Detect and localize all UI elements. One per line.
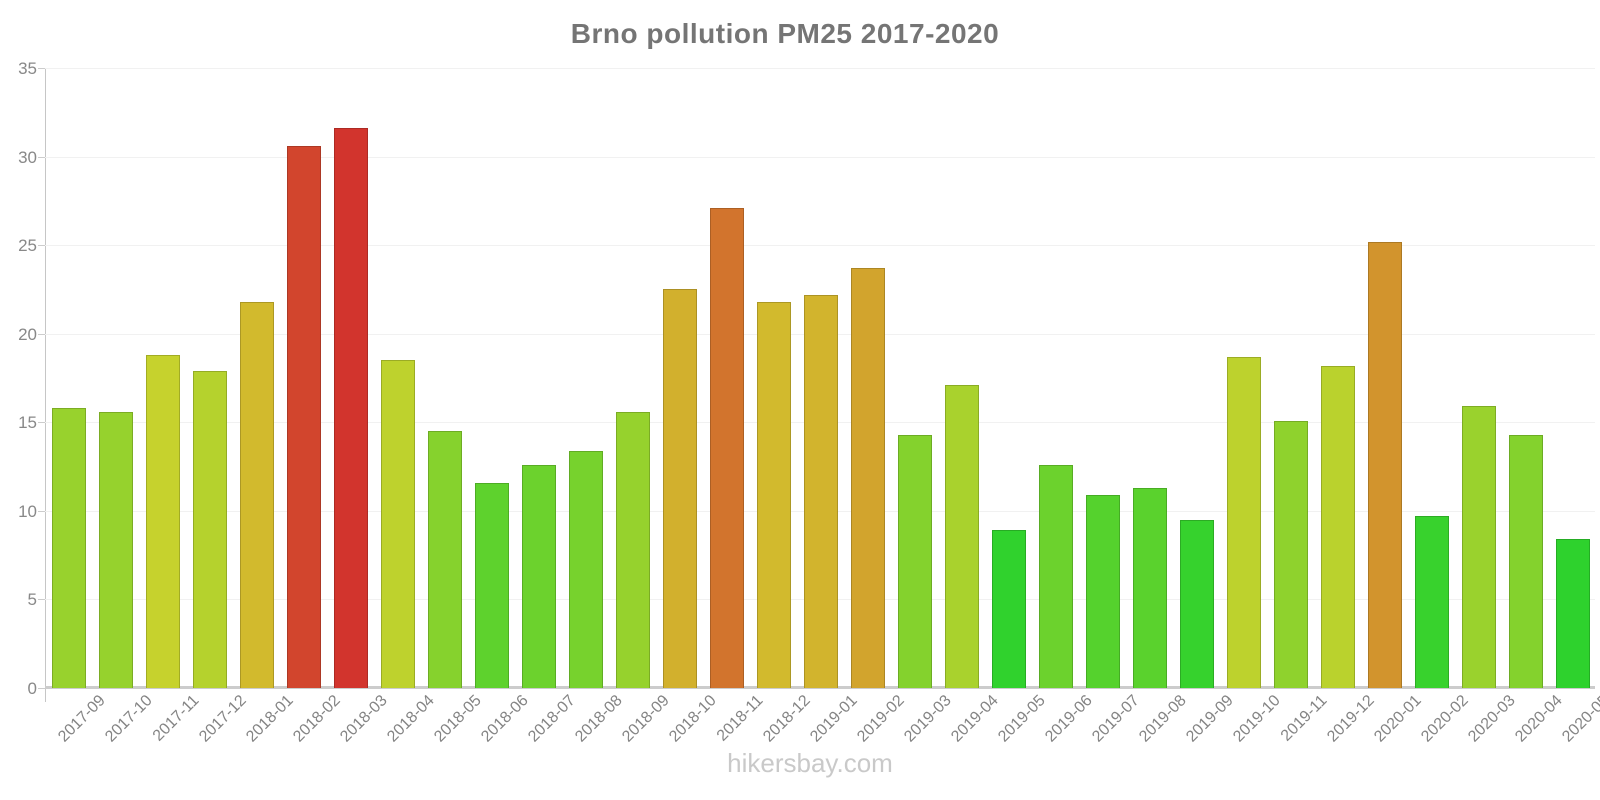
chart-title: Brno pollution PM25 2017-2020: [570, 18, 1000, 49]
x-tick-label-2019-04: 2019-04: [948, 692, 1003, 746]
gridline-35: [45, 68, 1595, 69]
bar-2019-08[interactable]: [1133, 487, 1167, 688]
x-tick-label-2018-11: 2018-11: [714, 692, 768, 745]
x-tick-label-2020-01: 2020-01: [1371, 692, 1426, 746]
x-tick-label-2018-09: 2018-09: [619, 692, 674, 746]
bar-2018-03[interactable]: [334, 128, 368, 688]
x-tick-label-2019-01: 2019-01: [807, 692, 862, 746]
x-tick-label-2020-03: 2020-03: [1465, 692, 1520, 746]
bar-2019-02[interactable]: [851, 268, 885, 688]
y-tick-label-25: 25: [18, 236, 37, 256]
bar-2018-04[interactable]: [381, 360, 415, 688]
bar-2017-12[interactable]: [193, 370, 227, 688]
y-tick-label-30: 30: [18, 147, 37, 167]
y-tick-label-15: 15: [18, 413, 37, 433]
bar-2018-05[interactable]: [428, 431, 462, 688]
x-tick-label-2017-09: 2017-09: [55, 692, 110, 746]
x-tick-label-2019-08: 2019-08: [1136, 692, 1191, 746]
bar-2020-01[interactable]: [1368, 241, 1402, 688]
x-tick-label-2019-10: 2019-10: [1230, 692, 1285, 746]
bar-2018-08[interactable]: [569, 450, 603, 688]
bar-2018-11[interactable]: [710, 207, 744, 688]
bar-2019-12[interactable]: [1321, 365, 1355, 688]
x-tick-label-2020-05: 2020-05: [1559, 692, 1600, 746]
bar-2019-01[interactable]: [804, 294, 838, 688]
bar-2018-01[interactable]: [240, 301, 274, 688]
y-tick-label-35: 35: [18, 59, 37, 78]
x-tick-label-2019-07: 2019-07: [1089, 692, 1144, 746]
y-axis-tick: [38, 156, 45, 158]
bar-2019-04[interactable]: [945, 385, 979, 688]
bar-2020-05[interactable]: [1556, 539, 1590, 688]
x-tick-label-2018-04: 2018-04: [384, 692, 439, 746]
bar-2020-02[interactable]: [1415, 516, 1449, 688]
x-tick-label-2018-01: 2018-01: [243, 692, 298, 746]
bar-2018-10[interactable]: [663, 289, 697, 688]
x-tick-label-2018-10: 2018-10: [666, 692, 721, 746]
x-tick-label-2018-12: 2018-12: [760, 692, 815, 746]
x-tick-label-2020-02: 2020-02: [1418, 692, 1473, 746]
x-tick-label-2019-03: 2019-03: [901, 692, 956, 746]
y-axis-tick: [38, 68, 45, 69]
y-tick-label-5: 5: [27, 590, 37, 610]
y-axis-tick: [38, 333, 45, 335]
bar-2019-05[interactable]: [992, 530, 1026, 688]
y-axis-tick: [38, 688, 45, 689]
x-tick-label-2019-11: 2019-11: [1278, 692, 1332, 745]
bar-2017-09[interactable]: [52, 408, 86, 688]
bar-2019-07[interactable]: [1086, 494, 1120, 688]
bar-2020-04[interactable]: [1509, 434, 1543, 688]
x-tick-label-2019-09: 2019-09: [1183, 692, 1238, 746]
y-axis-tick: [38, 422, 45, 424]
x-tick-label-2018-06: 2018-06: [478, 692, 533, 746]
y-axis-tick: [38, 245, 45, 247]
bar-2017-10[interactable]: [99, 411, 133, 688]
bar-2019-09[interactable]: [1180, 519, 1214, 688]
x-tick-label-2017-12: 2017-12: [196, 692, 251, 746]
x-tick-label-2018-02: 2018-02: [290, 692, 345, 746]
y-tick-label-20: 20: [18, 324, 37, 344]
y-tick-label-0: 0: [27, 679, 37, 698]
y-tick-label-10: 10: [18, 501, 37, 521]
x-tick-label-2020-04: 2020-04: [1512, 692, 1567, 746]
y-axis-tick: [38, 510, 45, 512]
bar-2018-07[interactable]: [522, 464, 556, 688]
x-tick-label-2017-11: 2017-11: [150, 692, 204, 745]
x-tick-label-2018-07: 2018-07: [525, 692, 580, 746]
bar-2020-03[interactable]: [1462, 406, 1496, 688]
bar-2019-06[interactable]: [1039, 464, 1073, 688]
x-tick-label-2019-02: 2019-02: [854, 692, 909, 746]
bar-2018-02[interactable]: [287, 145, 321, 688]
bar-2018-06[interactable]: [475, 482, 509, 688]
x-tick-label-2018-05: 2018-05: [431, 692, 486, 746]
bar-2019-10[interactable]: [1227, 356, 1261, 688]
x-tick-label-2019-06: 2019-06: [1042, 692, 1097, 746]
bar-2017-11[interactable]: [146, 354, 180, 688]
bar-2018-12[interactable]: [757, 301, 791, 688]
gridline-30: [45, 156, 1595, 158]
x-tick-label-2018-03: 2018-03: [337, 692, 392, 746]
bar-2019-03[interactable]: [898, 434, 932, 688]
x-tick-label-2019-05: 2019-05: [995, 692, 1050, 746]
plot-area: 0 5 10 15 20 25 30 35 2017-09 2017-10 2017-11 2017-…: [18, 60, 1600, 746]
x-tick-label-2017-10: 2017-10: [102, 692, 157, 746]
y-axis-line: [45, 68, 46, 702]
watermark: hikersbay.com: [727, 748, 893, 778]
bar-2019-11[interactable]: [1274, 420, 1308, 688]
bar-2018-09[interactable]: [616, 411, 650, 688]
y-axis-tick: [38, 599, 45, 601]
x-tick-label-2019-12: 2019-12: [1324, 692, 1379, 746]
gridline-25: [45, 245, 1595, 247]
x-tick-label-2018-08: 2018-08: [572, 692, 627, 746]
